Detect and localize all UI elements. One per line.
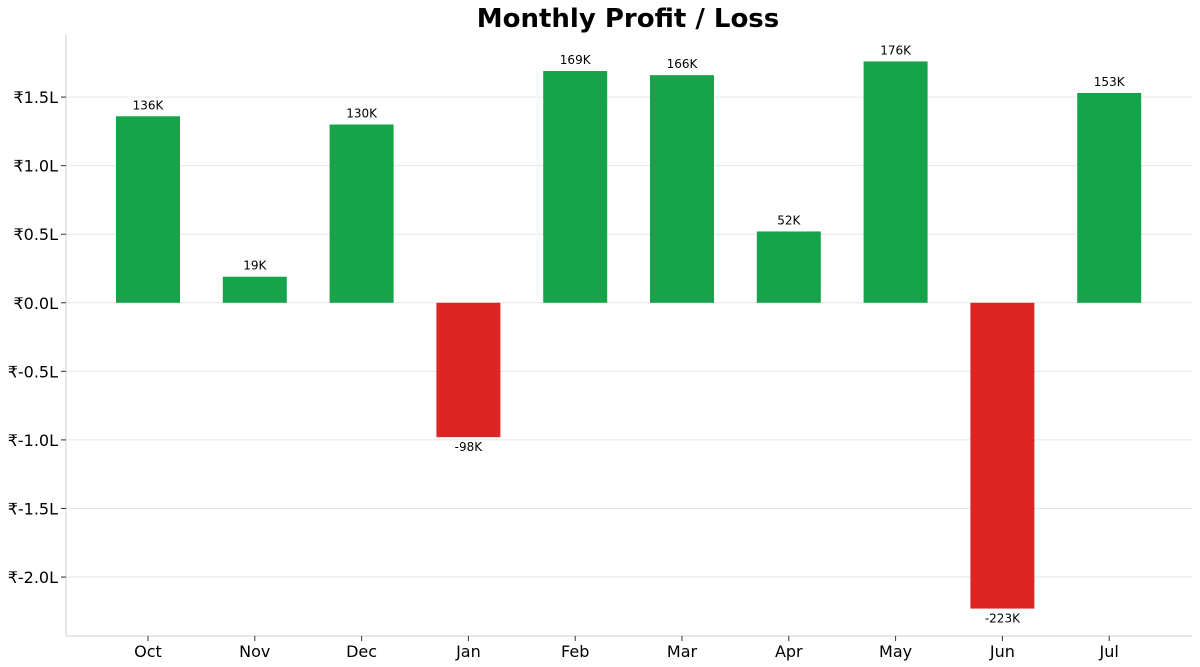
y-tick-label: ₹0.5L: [13, 225, 58, 244]
x-tick-label-jul: Jul: [1099, 642, 1119, 661]
data-label-jul: 153K: [1094, 75, 1126, 89]
x-tick-label-oct: Oct: [134, 642, 162, 661]
y-tick-label: ₹1.0L: [13, 157, 58, 176]
x-tick-label-nov: Nov: [239, 642, 270, 661]
x-tick-label-jun: Jun: [989, 642, 1015, 661]
data-label-oct: 136K: [133, 98, 165, 112]
bar-jan: [436, 302, 501, 438]
x-tick-label-jan: Jan: [455, 642, 481, 661]
bar-may: [863, 61, 928, 303]
y-tick-label: ₹1.5L: [13, 88, 58, 107]
axes: [65, 34, 1192, 637]
data-label-jan: -98K: [455, 440, 484, 454]
x-axis-ticks: Oct Nov Dec Jan Feb Mar Apr May Jun Jul: [134, 636, 1119, 661]
chart-title: Monthly Profit / Loss: [477, 4, 780, 34]
y-tick-label: ₹-1.0L: [8, 431, 58, 450]
x-tick-label-mar: Mar: [667, 642, 698, 661]
data-label-may: 176K: [880, 43, 912, 57]
data-label-dec: 130K: [346, 107, 378, 121]
bar-nov: [222, 276, 287, 303]
x-tick-label-dec: Dec: [346, 642, 377, 661]
y-tick-label: ₹-1.5L: [8, 499, 58, 518]
data-label-feb: 169K: [560, 53, 592, 67]
y-tick-label: ₹-2.0L: [8, 568, 58, 587]
x-tick-label-feb: Feb: [561, 642, 589, 661]
data-labels: 136K 19K 130K -98K 169K 166K 52K 176K -223K 153K: [133, 43, 1126, 625]
y-tick-label: ₹-0.5L: [8, 362, 58, 381]
data-label-apr: 52K: [777, 213, 801, 227]
bar-dec: [329, 124, 394, 303]
bar-mar: [650, 75, 714, 303]
bar-apr: [756, 231, 821, 303]
data-label-jun: -223K: [985, 612, 1021, 626]
x-tick-label-apr: Apr: [775, 642, 803, 661]
bar-feb: [543, 71, 608, 303]
x-tick-label-may: May: [879, 642, 912, 661]
y-axis-ticks: ₹1.5L ₹1.0L ₹0.5L ₹0.0L ₹-0.5L ₹-1.0L ₹-1.5L ₹-…: [8, 88, 66, 587]
y-tick-label: ₹0.0L: [13, 294, 58, 313]
bars: [116, 61, 1142, 609]
data-label-nov: 19K: [243, 259, 267, 273]
bar-jul: [1077, 92, 1142, 303]
bar-jun: [970, 302, 1035, 609]
bar-oct: [116, 116, 180, 303]
data-label-mar: 166K: [667, 57, 699, 71]
